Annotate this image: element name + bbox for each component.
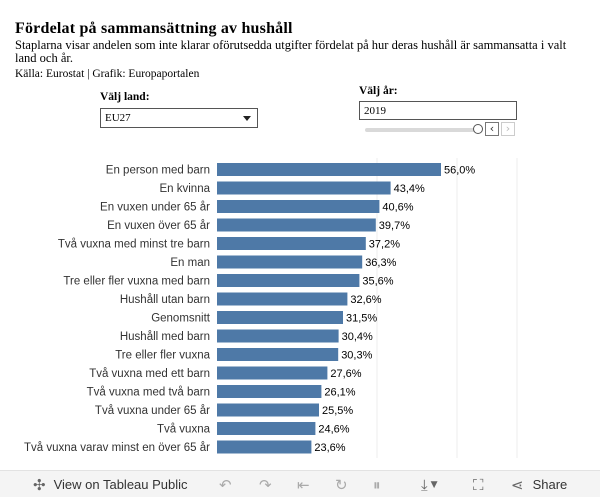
value-label: 25,5% [322,405,353,417]
year-input-value: 2019 [364,105,386,117]
value-label: 43,4% [394,183,425,195]
value-label: 36,3% [365,257,396,269]
value-label: 37,2% [369,239,400,251]
tableau-toolbar: ✣ View on Tableau Public ↶ ↷ ⇤ ↻ ⏸ ⤓ ▼ ⛶… [0,470,600,497]
view-on-tableau-label: View on Tableau Public [53,477,188,492]
fullscreen-icon: ⛶ [473,475,484,494]
pause-button[interactable]: ⏸ [373,471,381,497]
category-label: Två vuxna under 65 år [95,405,210,417]
refresh-button[interactable]: ↻ [335,471,348,497]
category-label: En kvinna [159,183,210,195]
refresh-icon: ↻ [335,475,348,494]
value-label: 39,7% [379,220,410,232]
bar-chart: En person med barn En kvinna En vuxen unde… [24,158,518,458]
category-label: En vuxen över 65 år [107,220,210,232]
revert-icon: ⇤ [297,475,310,494]
bar[interactable] [217,218,376,232]
category-label: En person med barn [106,165,210,177]
year-slider-track[interactable] [365,128,479,132]
dropdown-arrow-icon [243,116,251,121]
category-label: En man [170,257,210,269]
bar[interactable] [217,366,328,380]
category-label: Två vuxna varav minst en över 65 år [24,442,210,454]
value-label: 23,6% [314,442,345,454]
year-next-button[interactable]: › [501,122,515,136]
bar[interactable] [217,348,339,361]
share-label: Share [532,477,568,492]
year-prev-button[interactable]: ‹ [485,122,499,136]
category-label: Hushåll med barn [120,331,210,343]
country-dropdown[interactable]: EU27 [100,108,258,128]
bar[interactable] [217,440,312,454]
undo-button[interactable]: ↶ [219,471,232,497]
bar[interactable] [217,403,319,417]
bar[interactable] [217,181,391,195]
chevron-left-icon: ‹ [489,122,495,135]
bar[interactable] [217,292,348,306]
value-label: 27,6% [330,368,361,380]
chart-title: Fördelat på sammansättning av hushåll [15,20,293,37]
bar[interactable] [217,385,322,398]
category-label: Två vuxna med ett barn [89,368,210,380]
source-credit: Källa: Eurostat | Grafik: Europaportalen [15,68,200,80]
bar[interactable] [217,255,363,269]
share-icon: ⋖ [511,475,524,494]
value-label: 56,0% [444,165,475,177]
value-label: 31,5% [346,313,377,325]
bar[interactable] [217,200,380,213]
revert-button[interactable]: ⇤ [297,471,310,497]
undo-icon: ↶ [219,475,232,494]
year-slider-handle[interactable] [473,124,483,134]
bar[interactable] [217,274,360,287]
category-label: Tre eller fler vuxna med barn [63,276,210,288]
download-icon: ⤓ [421,475,428,494]
download-button[interactable]: ⤓ ▼ [421,471,438,497]
category-label: Tre eller fler vuxna [115,350,210,362]
category-label: Två vuxna med två barn [87,387,210,399]
caret-down-icon: ▼ [430,479,438,490]
chart-subtitle: Staplarna visar andelen som inte klarar … [15,38,567,65]
value-label: 30,3% [341,350,372,362]
fullscreen-button[interactable]: ⛶ [473,471,484,497]
value-label: 30,4% [342,331,373,343]
bar[interactable] [217,237,366,250]
bar[interactable] [217,311,343,324]
category-label: En vuxen under 65 år [100,202,210,214]
value-label: 26,1% [324,387,355,399]
year-filter-label: Välj år: [359,85,398,97]
value-label: 24,6% [318,424,349,436]
tableau-logo-icon: ✣ [33,475,46,494]
redo-icon: ↷ [259,475,272,494]
view-on-tableau-link[interactable]: ✣ View on Tableau Public [33,471,188,497]
value-label: 35,6% [362,276,393,288]
pause-icon: ⏸ [373,475,381,494]
country-filter-label: Välj land: [100,91,150,103]
redo-button[interactable]: ↷ [259,471,272,497]
value-label: 40,6% [382,202,413,214]
category-label: Två vuxna med minst tre barn [58,239,210,251]
bar[interactable] [217,422,316,435]
category-label: Hushåll utan barn [120,294,210,306]
category-label: Genomsnitt [151,313,211,325]
bar[interactable] [217,163,441,176]
bar[interactable] [217,329,339,343]
country-dropdown-value: EU27 [105,112,131,124]
value-label: 32,6% [350,294,381,306]
share-button[interactable]: ⋖ Share [511,471,567,497]
category-label: Två vuxna [157,424,211,436]
chevron-right-icon: › [505,122,511,135]
year-input[interactable]: 2019 [359,101,517,120]
